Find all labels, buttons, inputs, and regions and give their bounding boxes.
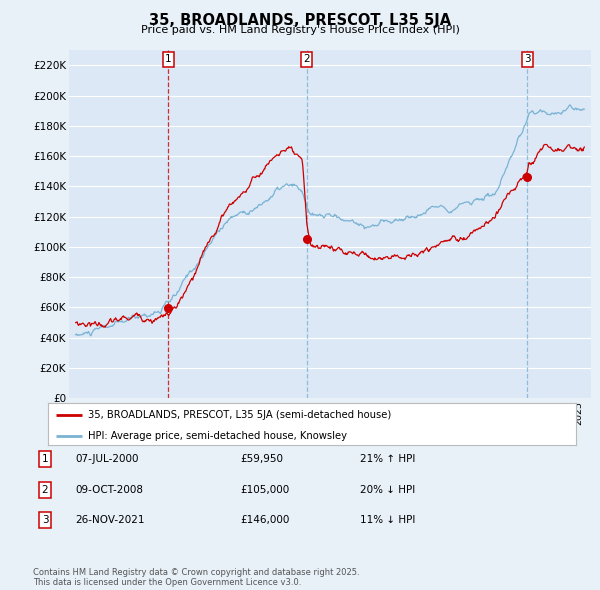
Text: £105,000: £105,000 — [240, 485, 289, 494]
Text: HPI: Average price, semi-detached house, Knowsley: HPI: Average price, semi-detached house,… — [88, 431, 347, 441]
Text: 20% ↓ HPI: 20% ↓ HPI — [360, 485, 415, 494]
Text: £146,000: £146,000 — [240, 516, 289, 525]
Text: 3: 3 — [41, 516, 49, 525]
Text: Contains HM Land Registry data © Crown copyright and database right 2025.
This d: Contains HM Land Registry data © Crown c… — [33, 568, 359, 587]
Text: 1: 1 — [41, 454, 49, 464]
Text: 35, BROADLANDS, PRESCOT, L35 5JA (semi-detached house): 35, BROADLANDS, PRESCOT, L35 5JA (semi-d… — [88, 410, 391, 420]
Text: Price paid vs. HM Land Registry's House Price Index (HPI): Price paid vs. HM Land Registry's House … — [140, 25, 460, 35]
Text: 21% ↑ HPI: 21% ↑ HPI — [360, 454, 415, 464]
Text: 11% ↓ HPI: 11% ↓ HPI — [360, 516, 415, 525]
Text: 2: 2 — [304, 54, 310, 64]
Text: 3: 3 — [524, 54, 530, 64]
Text: 07-JUL-2000: 07-JUL-2000 — [75, 454, 139, 464]
Text: 26-NOV-2021: 26-NOV-2021 — [75, 516, 145, 525]
Text: 35, BROADLANDS, PRESCOT, L35 5JA: 35, BROADLANDS, PRESCOT, L35 5JA — [149, 13, 451, 28]
Text: £59,950: £59,950 — [240, 454, 283, 464]
Text: 09-OCT-2008: 09-OCT-2008 — [75, 485, 143, 494]
Text: 2: 2 — [41, 485, 49, 494]
Text: 1: 1 — [165, 54, 172, 64]
